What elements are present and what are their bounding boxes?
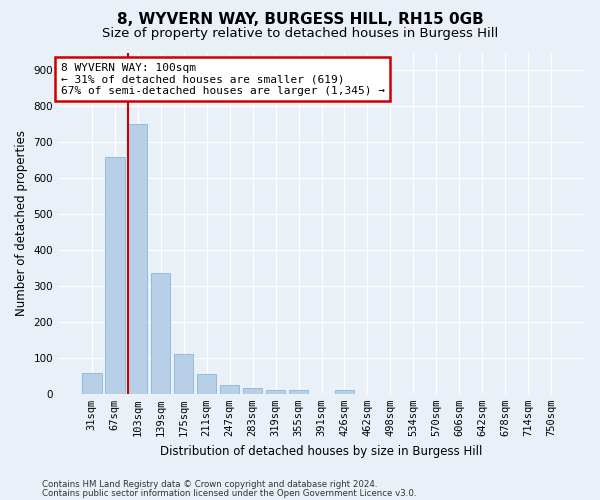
X-axis label: Distribution of detached houses by size in Burgess Hill: Distribution of detached houses by size … <box>160 444 483 458</box>
Text: Contains HM Land Registry data © Crown copyright and database right 2024.: Contains HM Land Registry data © Crown c… <box>42 480 377 489</box>
Text: 8, WYVERN WAY, BURGESS HILL, RH15 0GB: 8, WYVERN WAY, BURGESS HILL, RH15 0GB <box>116 12 484 28</box>
Bar <box>243 388 262 394</box>
Bar <box>220 385 239 394</box>
Bar <box>335 390 354 394</box>
Text: 8 WYVERN WAY: 100sqm
← 31% of detached houses are smaller (619)
67% of semi-deta: 8 WYVERN WAY: 100sqm ← 31% of detached h… <box>61 62 385 96</box>
Bar <box>289 390 308 394</box>
Text: Size of property relative to detached houses in Burgess Hill: Size of property relative to detached ho… <box>102 28 498 40</box>
Bar <box>128 124 148 394</box>
Y-axis label: Number of detached properties: Number of detached properties <box>15 130 28 316</box>
Bar <box>151 274 170 394</box>
Bar <box>82 374 101 394</box>
Bar <box>197 374 217 394</box>
Text: Contains public sector information licensed under the Open Government Licence v3: Contains public sector information licen… <box>42 489 416 498</box>
Bar <box>266 390 286 394</box>
Bar <box>174 354 193 394</box>
Bar <box>105 156 125 394</box>
